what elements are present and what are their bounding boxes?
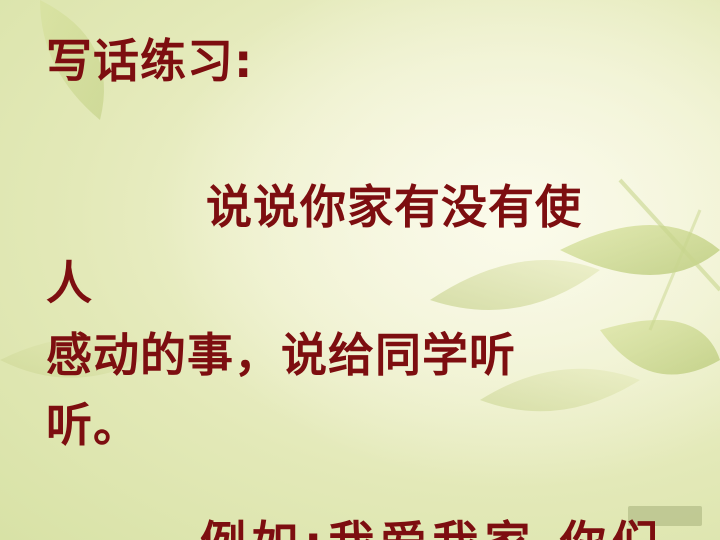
paragraph-line: 感动的事，说给同学听: [46, 332, 516, 378]
paragraph-line: 人: [46, 260, 93, 306]
paragraph-line: 听。: [46, 402, 140, 448]
paragraph-line: 说说你家有没有使: [206, 184, 582, 230]
slide-title: 写话练习:: [46, 38, 253, 84]
cutoff-line: 例如:我爱我家.你们: [200, 520, 664, 540]
